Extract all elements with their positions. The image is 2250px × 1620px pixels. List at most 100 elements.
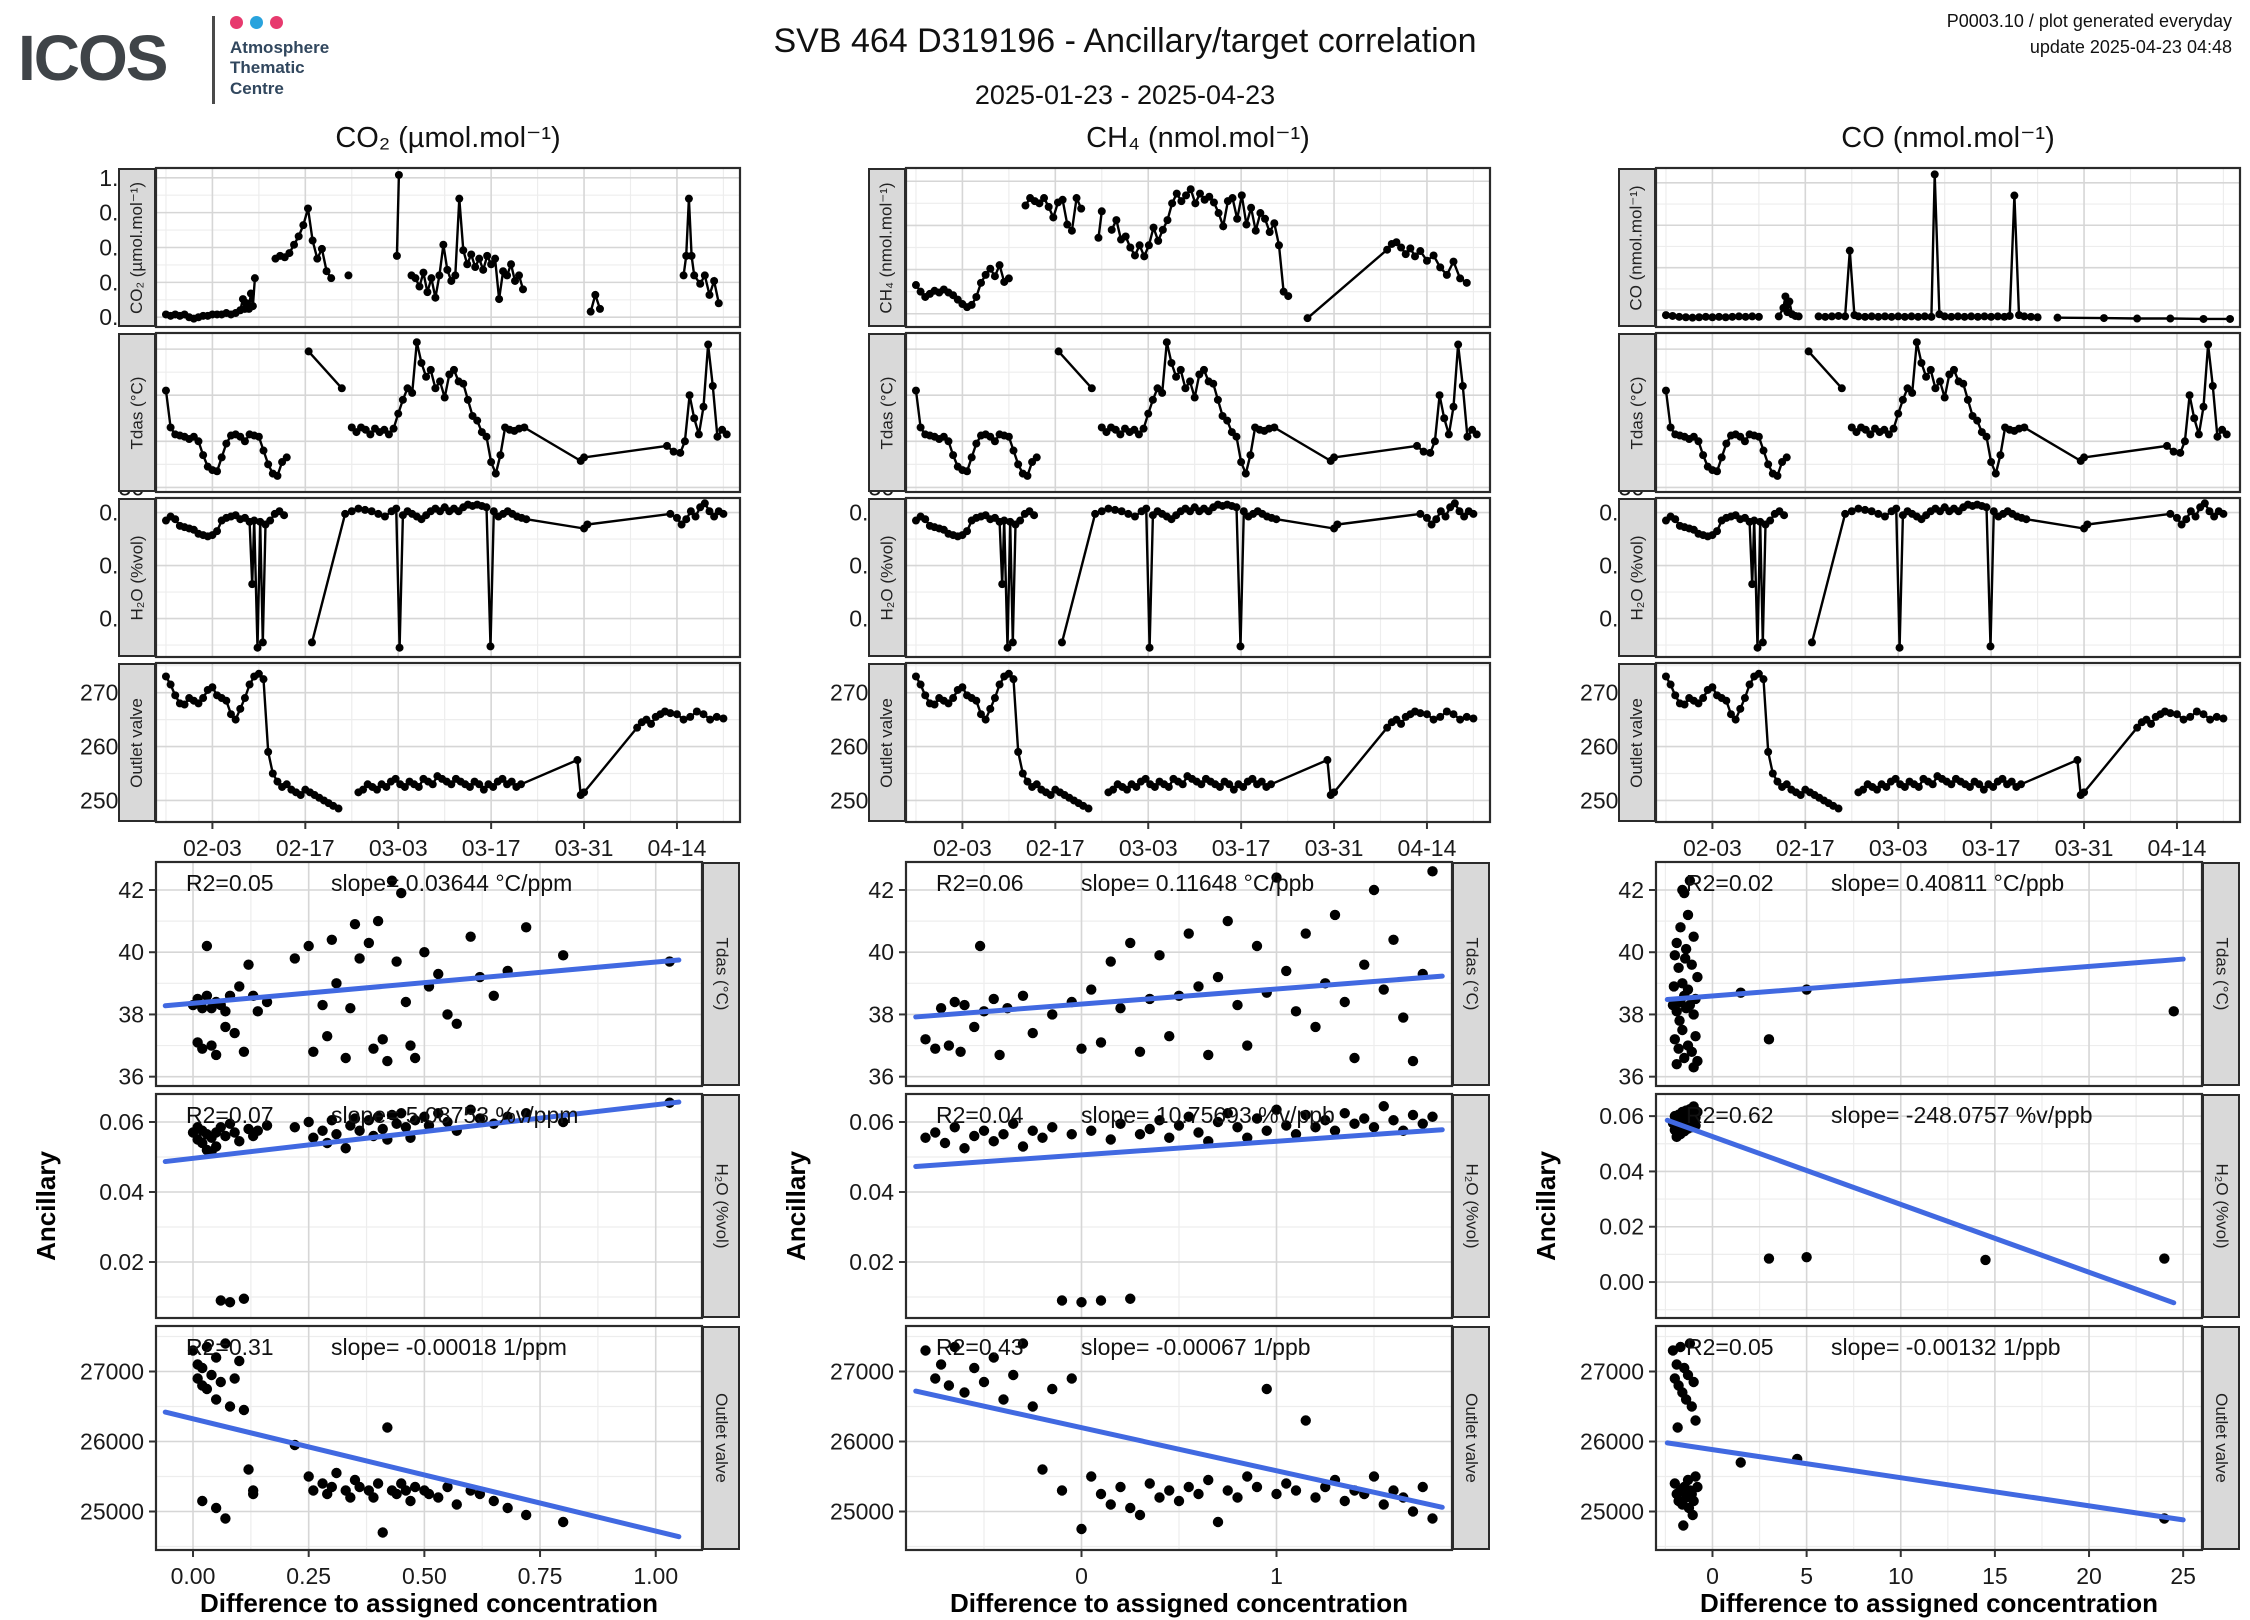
svg-text:20: 20 [2076,1563,2102,1589]
strip-label: Tdas (°C) [1462,937,1482,1011]
logo-unit-name: Atmosphere Thematic Centre [230,38,329,99]
strip-scatter-co-h2o: H₂O (%vol) [2202,1094,2240,1318]
x-axis-title-ch4: Difference to assigned concentration [950,1588,1408,1618]
svg-text:02-03: 02-03 [1683,835,1742,861]
r2-value: R2=0.05 [1686,1334,1774,1360]
logo-dot-pink2-icon [270,16,283,29]
svg-text:02-17: 02-17 [1026,835,1085,861]
panel-co-scatter-1: 0.00 0.02 0.04 0.06 [1599,1092,2204,1320]
svg-text:36: 36 [1618,1064,1644,1090]
panel-co2-timeseries-0: 0.000.250.500.751.00 [99,165,742,330]
panel-ch4-timeseries-2: 0.020.040.06 [849,496,1492,659]
strip-co-outlet: Outlet valve [1618,663,1656,822]
svg-text:36: 36 [868,1064,894,1090]
panel-co-scatter-2: 25000 26000 27000 0 5 10 15 20 25 [1580,1324,2204,1589]
strip-label: Outlet valve [1627,697,1647,788]
svg-text:03-31: 03-31 [555,835,614,861]
strip-label: Outlet valve [1462,1393,1482,1483]
strip-ch4-gas: CH₄ (nmol.mol⁻¹) [868,168,906,327]
slope-value: slope= 10.75693 %v/ppb [1081,1102,1335,1128]
column-title-co: CO (nmol.mol⁻¹) [1841,122,2055,154]
svg-text:0.02: 0.02 [99,1249,144,1275]
svg-text:04-14: 04-14 [2148,835,2207,861]
svg-text:0: 0 [1075,1563,1088,1589]
svg-text:27000: 27000 [1580,1359,1644,1385]
svg-text:40: 40 [118,939,144,965]
strip-ch4-outlet: Outlet valve [868,663,906,822]
strip-label: Tdas (°C) [712,937,732,1011]
svg-text:0.04: 0.04 [1599,1158,1644,1184]
panel-co2-timeseries-2: 0.020.040.06 [99,496,742,659]
strip-co2-gas: CO₂ (µmol.mol⁻¹) [118,168,156,327]
slope-value: slope= 0.11648 °C/ppb [1081,870,1315,896]
svg-text:26000: 26000 [80,1429,144,1455]
svg-text:02-03: 02-03 [933,835,992,861]
strip-co-h2o: H₂O (%vol) [1618,498,1656,657]
svg-text:42: 42 [868,877,894,903]
plot-meta-line1: P0003.10 / plot generated everyday [1946,11,2232,31]
svg-text:0.04: 0.04 [849,1179,894,1205]
svg-text:25000: 25000 [80,1499,144,1525]
x-axis-title-co2: Difference to assigned concentration [200,1588,658,1618]
strip-label: H₂O (%vol) [1627,535,1646,620]
logo-unit-line2: Thematic [230,58,305,78]
strip-scatter-ch4-outlet: Outlet valve [1452,1326,1490,1550]
slope-value: slope= -0.00132 1/ppb [1831,1334,2061,1360]
svg-text:03-03: 03-03 [1119,835,1178,861]
annotation-co-outlet: R2=0.05 slope= -0.00132 1/ppb [1686,1334,2061,1361]
svg-text:0.50: 0.50 [402,1563,447,1589]
annotation-ch4-tdas: R2=0.06 slope= 0.11648 °C/ppb [936,870,1314,897]
strip-scatter-co2-outlet: Outlet valve [702,1326,740,1550]
icos-logo: ICOS [18,22,168,94]
panel-co2-scatter-2: 25000 26000 27000 0.00 0.25 0.50 0.75 1.00 [80,1324,704,1589]
strip-scatter-ch4-tdas: Tdas (°C) [1452,862,1490,1086]
ancillary-axis-label-co: Ancillary [1531,1151,1561,1261]
panel-ch4-scatter-0: 36 38 40 42 [868,860,1454,1090]
svg-text:25000: 25000 [830,1499,894,1525]
svg-text:02-17: 02-17 [1776,835,1835,861]
svg-text:5: 5 [1800,1563,1813,1589]
strip-scatter-ch4-h2o: H₂O (%vol) [1452,1094,1490,1318]
svg-text:03-17: 03-17 [462,835,521,861]
logo-dot-blue-icon [250,16,263,29]
slope-value: slope= -0.00018 1/ppm [331,1334,567,1360]
strip-scatter-co2-h2o: H₂O (%vol) [702,1094,740,1318]
strip-label: Tdas (°C) [877,376,897,449]
svg-text:0.04: 0.04 [99,1179,144,1205]
annotation-co-tdas: R2=0.02 slope= 0.40811 °C/ppb [1686,870,2064,897]
svg-text:42: 42 [118,877,144,903]
strip-label: CH₄ (nmol.mol⁻¹) [877,181,897,314]
r2-value: R2=0.05 [186,870,274,896]
panel-co2-scatter-1: 0.02 0.04 0.06 [99,1092,704,1320]
slope-value: slope= 5.08753 %v/ppm [331,1102,579,1128]
strip-label: H₂O (%vol) [877,535,896,620]
svg-text:0.25: 0.25 [286,1563,331,1589]
panel-ch4-scatter-2: 25000 26000 27000 0 1 [830,1324,1454,1589]
annotation-co2-outlet: R2=0.31 slope= -0.00018 1/ppm [186,1334,567,1361]
svg-text:0.00: 0.00 [1599,1269,1644,1295]
svg-text:1: 1 [1270,1563,1283,1589]
r2-value: R2=0.02 [1686,870,1774,896]
slope-value: slope= 0.03644 °C/ppm [331,870,573,896]
strip-label: H₂O (%vol) [2212,1163,2231,1249]
panel-co-timeseries-2: 0.020.040.06 [1599,496,2242,659]
strip-co-gas: CO (nmol.mol⁻¹) [1618,168,1656,327]
svg-text:03-03: 03-03 [369,835,428,861]
panel-co-timeseries-0: 0102030 [1618,166,2242,329]
page-title: SVB 464 D319196 - Ancillary/target corre… [773,22,1477,60]
annotation-ch4-outlet: R2=0.43 slope= -0.00067 1/ppb [936,1334,1311,1361]
strip-label: Outlet valve [127,697,147,788]
plot-meta: P0003.10 / plot generated everyday updat… [1947,8,2232,60]
svg-text:10: 10 [1888,1563,1914,1589]
strip-label: Outlet valve [2212,1393,2232,1483]
r2-value: R2=0.31 [186,1334,274,1360]
svg-text:40: 40 [1618,939,1644,965]
svg-text:02-03: 02-03 [183,835,242,861]
strip-label: CO₂ (µmol.mol⁻¹) [127,181,146,314]
svg-text:03-17: 03-17 [1212,835,1271,861]
panel-co-scatter-0: 36 38 40 42 [1618,860,2204,1090]
strip-scatter-co2-tdas: Tdas (°C) [702,862,740,1086]
